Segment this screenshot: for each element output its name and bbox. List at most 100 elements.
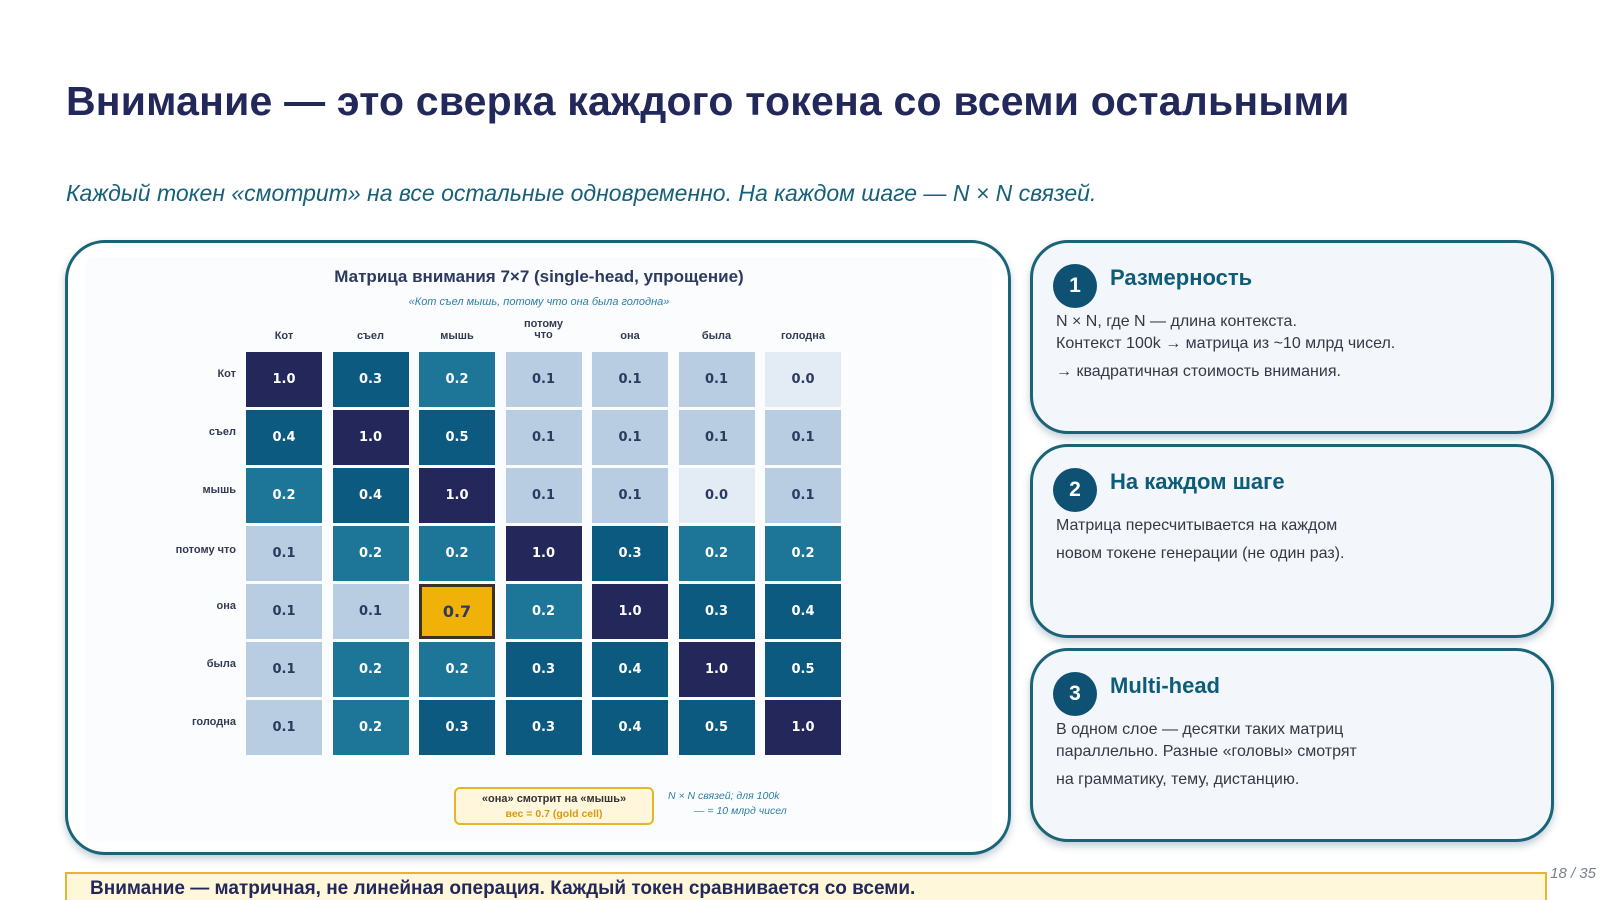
matrix-cell: 0.4 (592, 642, 668, 697)
card-title: Размерность (1110, 265, 1253, 290)
slide-title: Внимание — это сверка каждого токена со … (66, 78, 1350, 124)
matrix-cell: 0.5 (678, 700, 755, 755)
matrix-cell: 0.1 (678, 352, 755, 407)
row-label: съел (208, 426, 236, 438)
matrix-cell: 0.1 (765, 410, 841, 465)
card-body: N × N, где N — длина контекста. Контекст… (1056, 311, 1536, 383)
matrix-cell: 1.0 (505, 526, 582, 581)
matrix-cell: 0.3 (505, 700, 582, 755)
footer-callout: Внимание — матричная, не линейная операц… (65, 872, 1547, 900)
card-body: В одном слое — десятки таких матриц пара… (1056, 719, 1536, 791)
column-label: съел (333, 331, 409, 342)
column-label-line: потому (523, 318, 563, 330)
highlight-note-line1: «она» смотрит на «мышь» (481, 793, 627, 805)
matrix-cell: 0.1 (678, 410, 755, 465)
matrix-cell: 0.1 (246, 526, 322, 581)
matrix-cell: 0.1 (592, 468, 668, 523)
matrix-cell: 0.2 (505, 584, 582, 639)
card-dimensionality: 1 Размерность N × N, где N — длина конте… (1030, 240, 1554, 434)
scale-note: N × N связей; для 100k — = 10 млрд чисел (668, 789, 838, 819)
card-line: параллельно. Разные «головы» смотрят (1056, 743, 1357, 760)
card-line: N × N, где N — длина контекста. (1056, 313, 1297, 330)
matrix-cell: 0.2 (332, 700, 409, 755)
column-label: она (592, 331, 668, 342)
card-line: на грамматику, тему, дистанцию. (1056, 771, 1300, 788)
matrix-cell: 1.0 (332, 410, 409, 465)
matrix-cell: 0.1 (246, 584, 322, 639)
matrix-cell: 1.0 (419, 468, 495, 523)
card-number-badge: 3 (1053, 672, 1097, 716)
matrix-cell: 0.3 (332, 352, 409, 407)
matrix-cell: 0.1 (505, 352, 582, 407)
matrix-cell: 1.0 (592, 584, 668, 639)
scale-note-line2: — = 10 млрд чисел (694, 805, 787, 817)
column-label-line: съел (356, 330, 385, 342)
attention-matrix-panel: Матрица внимания 7×7 (single-head, упрощ… (65, 240, 1011, 855)
matrix-cell: 0.2 (332, 642, 409, 697)
matrix-cell: 0.5 (765, 642, 841, 697)
matrix-title: Матрица внимания 7×7 (single-head, упрощ… (334, 267, 744, 286)
scale-note-line1: N × N связей; для 100k (668, 790, 780, 802)
matrix-cell: 0.4 (592, 700, 668, 755)
matrix-cell-highlight: 0.7 (419, 584, 495, 639)
matrix-cell: 0.2 (419, 642, 495, 697)
column-label: мышь (419, 331, 495, 342)
matrix-cell: 0.3 (419, 700, 495, 755)
matrix-cell: 1.0 (246, 352, 322, 407)
matrix-cell: 0.1 (246, 700, 322, 755)
matrix-cell: 0.1 (505, 410, 582, 465)
footer-text: Внимание — матричная, не линейная операц… (90, 878, 916, 899)
row-label: голодна (191, 716, 236, 728)
matrix-cell: 0.2 (765, 526, 841, 581)
matrix-cell: 0.1 (246, 642, 322, 697)
matrix-cell: 0.0 (765, 352, 841, 407)
column-label-line: Кот (274, 330, 294, 342)
matrix-cell: 0.1 (765, 468, 841, 523)
matrix-cell: 0.2 (419, 526, 495, 581)
page-number: 18 / 35 (1550, 865, 1596, 882)
matrix-cell: 0.5 (419, 410, 495, 465)
card-title: На каждом шаге (1110, 469, 1285, 494)
column-label-line: что (534, 329, 553, 341)
matrix-cell: 0.4 (765, 584, 841, 639)
highlight-note-line2: вес = 0.7 (gold cell) (505, 808, 603, 820)
column-label-line: мышь (440, 330, 474, 342)
card-line: новом токене генерации (не один раз). (1056, 545, 1345, 562)
row-label: она (216, 600, 236, 612)
matrix-cell: 0.4 (246, 410, 322, 465)
row-label: была (206, 658, 236, 670)
matrix-cell: 0.4 (332, 468, 409, 523)
matrix-cell: 0.2 (419, 352, 495, 407)
matrix-cell: 0.3 (678, 584, 755, 639)
matrix-cell: 0.3 (592, 526, 668, 581)
matrix-cell: 0.0 (678, 468, 755, 523)
card-line: В одном слое — десятки таких матриц (1056, 721, 1344, 738)
card-number-badge: 1 (1053, 264, 1097, 308)
matrix-cell: 1.0 (765, 700, 841, 755)
row-label: Кот (217, 368, 236, 380)
matrix-cell: 0.1 (592, 352, 668, 407)
slide-subtitle: Каждый токен «смотрит» на все остальные … (66, 180, 1097, 206)
card-number-badge: 2 (1053, 468, 1097, 512)
card-body: Матрица пересчитывается на каждом новом … (1056, 515, 1536, 565)
matrix-cell: 0.2 (678, 526, 755, 581)
column-label-line: голодна (780, 330, 826, 342)
row-label: потому что (175, 544, 236, 556)
matrix-subtitle: «Кот съел мышь, потому что она была голо… (408, 296, 670, 308)
column-label-line: она (620, 330, 640, 342)
column-label: была (679, 331, 755, 342)
card-each-step: 2 На каждом шаге Матрица пересчитывается… (1030, 444, 1554, 638)
matrix-cell: 0.1 (505, 468, 582, 523)
card-title: Multi-head (1110, 673, 1220, 698)
column-label: Кот (246, 331, 322, 342)
matrix-cell: 0.2 (332, 526, 409, 581)
card-line: → квадратичная стоимость внимания. (1056, 363, 1341, 380)
matrix-cell: 0.1 (592, 410, 668, 465)
highlight-note: «она» смотрит на «мышь» вес = 0.7 (gold … (454, 787, 654, 825)
matrix-cell: 0.1 (332, 584, 409, 639)
card-line: Матрица пересчитывается на каждом (1056, 517, 1338, 534)
column-label-line: была (701, 330, 732, 342)
attention-matrix-figure: Матрица внимания 7×7 (single-head, упрощ… (86, 257, 992, 841)
matrix-cell: 0.2 (246, 468, 322, 523)
column-label: потому что (506, 319, 582, 341)
